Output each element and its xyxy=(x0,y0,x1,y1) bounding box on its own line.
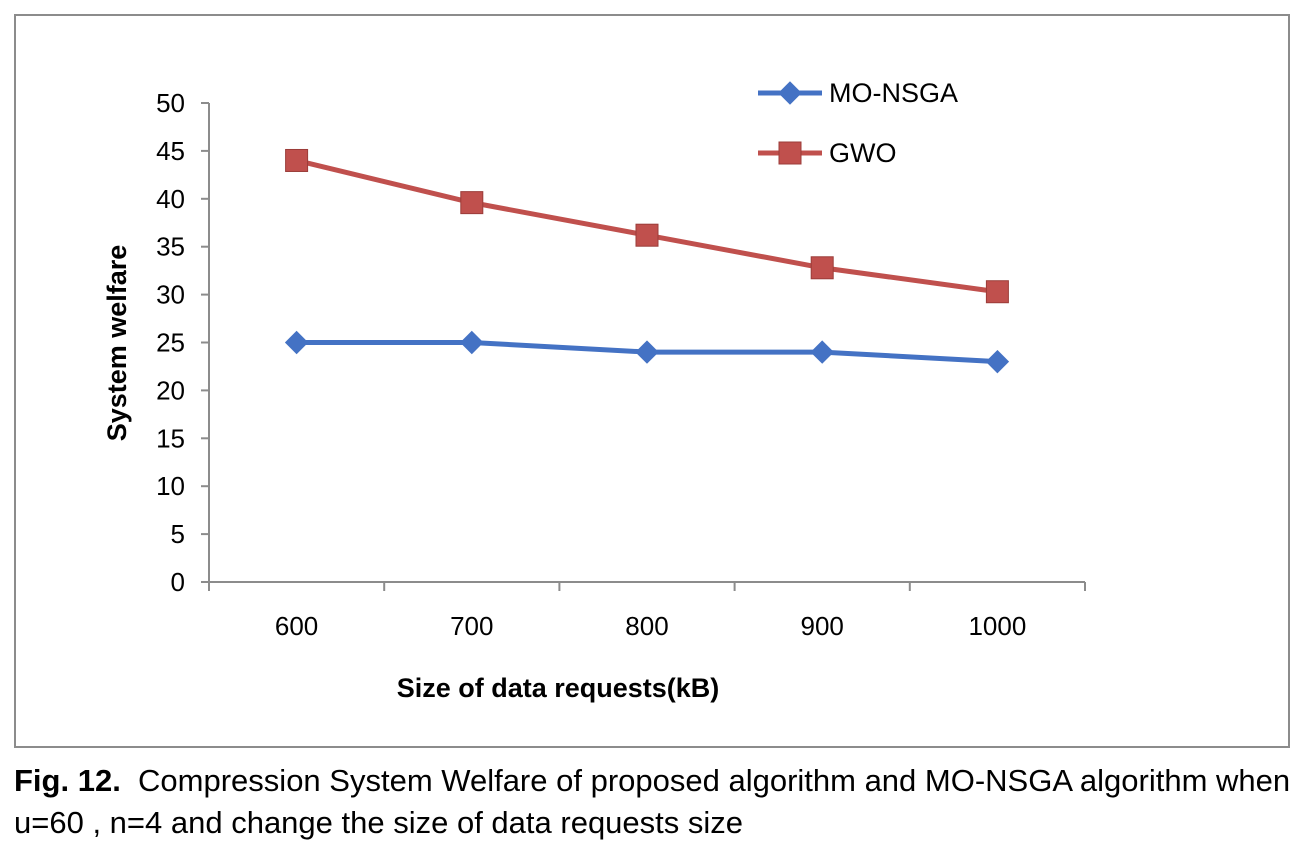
y-tick-label: 5 xyxy=(171,519,185,549)
legend-label: GWO xyxy=(829,138,897,168)
y-tick-label: 45 xyxy=(156,136,185,166)
data-point-gwo xyxy=(635,223,659,247)
chart-frame xyxy=(14,14,1290,748)
data-point-gwo xyxy=(285,148,309,172)
legend-marker xyxy=(778,81,802,105)
y-tick-label: 40 xyxy=(156,184,185,214)
y-tick-label: 15 xyxy=(156,423,185,453)
data-point-mo-nsga xyxy=(810,340,834,364)
legend: MO-NSGA GWO xyxy=(758,78,958,168)
series-group xyxy=(284,148,1010,374)
legend-item-mo-nsga: MO-NSGA xyxy=(758,78,958,108)
data-point-mo-nsga xyxy=(985,349,1010,374)
data-point-mo-nsga xyxy=(460,330,484,355)
data-point-mo-nsga xyxy=(635,340,659,364)
x-tick-label: 1000 xyxy=(968,611,1026,641)
legend-label: MO-NSGA xyxy=(829,78,958,108)
y-tick-label: 30 xyxy=(156,280,185,310)
series-gwo xyxy=(285,148,1009,304)
y-axis-title: System welfare xyxy=(102,245,132,442)
y-tick-label: 25 xyxy=(156,328,185,358)
data-point-mo-nsga xyxy=(284,330,309,355)
caption-text: Compression System Welfare of proposed a… xyxy=(14,763,1291,840)
data-point-gwo xyxy=(460,191,484,215)
x-tick-label: 600 xyxy=(275,611,318,641)
series-mo-nsga xyxy=(284,330,1010,374)
data-point-gwo xyxy=(810,256,834,280)
figure-caption: Fig. 12. Compression System Welfare of p… xyxy=(14,760,1294,844)
axes: 0 5 10 15 20 25 30 35 40 45 50 600 700 800 900 1000 xyxy=(156,88,1086,641)
figure-label: Fig. 12. xyxy=(14,763,121,798)
x-tick-label: 800 xyxy=(625,611,668,641)
y-tick-label: 50 xyxy=(156,88,185,118)
y-tick-label: 35 xyxy=(156,232,185,262)
x-tick-label: 700 xyxy=(450,611,493,641)
legend-item-gwo: GWO xyxy=(758,138,897,168)
y-tick-label: 20 xyxy=(156,375,185,405)
legend-marker xyxy=(778,141,802,165)
line-chart: 0 5 10 15 20 25 30 35 40 45 50 600 700 800 900 1000 MO-… xyxy=(102,78,1086,703)
x-tick-label: 900 xyxy=(801,611,844,641)
data-point-gwo xyxy=(985,280,1009,304)
y-tick-label: 0 xyxy=(171,567,185,597)
y-tick-label: 10 xyxy=(156,471,185,501)
x-axis-title: Size of data requests(kB) xyxy=(397,673,720,703)
